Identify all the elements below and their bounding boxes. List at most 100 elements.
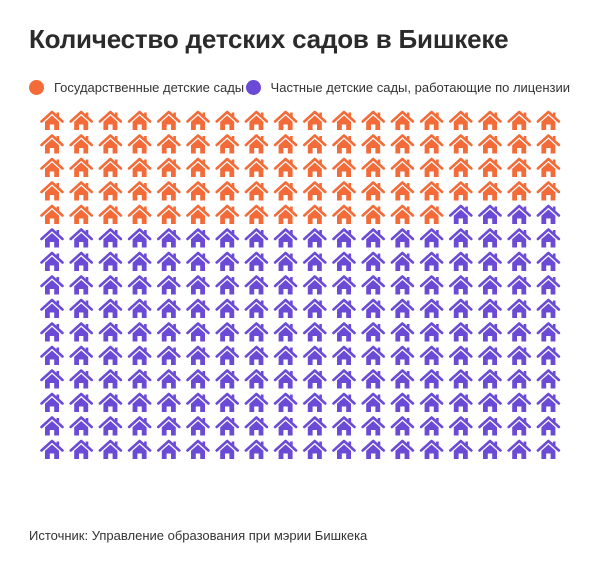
house-icon-private — [98, 439, 123, 459]
house-icon-private — [69, 416, 93, 436]
house-icon-private — [98, 251, 123, 271]
house-icon-private — [244, 228, 269, 248]
house-icon-private — [40, 369, 64, 389]
house-icon-private — [98, 228, 123, 248]
house-icon-private — [302, 392, 327, 412]
house-icon-private — [478, 228, 502, 248]
house-icon-private — [127, 251, 152, 271]
house-icon-state — [244, 134, 269, 154]
house-icon-private — [157, 416, 181, 436]
house-icon-private — [390, 392, 415, 412]
house-icon-private — [507, 322, 532, 342]
house-icon-private — [507, 416, 532, 436]
house-icon-state — [273, 110, 298, 130]
house-icon-private — [157, 392, 181, 412]
house-icon-private — [332, 416, 356, 436]
house-icon-private — [157, 251, 181, 271]
house-icon-state — [302, 181, 327, 201]
house-icon-private — [215, 392, 239, 412]
house-icon-state — [332, 134, 356, 154]
house-icon-private — [448, 298, 473, 318]
house-icon-private — [69, 228, 93, 248]
house-icon-private — [157, 322, 181, 342]
house-icon-state — [186, 157, 210, 177]
house-icon-state — [215, 110, 239, 130]
house-icon-private — [69, 322, 93, 342]
house-icon-private — [273, 439, 298, 459]
house-icon-private — [157, 369, 181, 389]
house-icon-state — [448, 134, 473, 154]
house-icon-private — [127, 322, 152, 342]
house-icon-state — [390, 204, 415, 224]
house-icon-private — [332, 369, 356, 389]
source-note: Источник: Управление образования при мэр… — [29, 528, 368, 543]
house-icon-private — [127, 275, 152, 295]
house-icon-private — [273, 345, 298, 365]
house-icon-state — [302, 204, 327, 224]
house-icon-state — [186, 134, 210, 154]
house-icon-private — [390, 228, 415, 248]
house-icon-private — [361, 251, 386, 271]
house-icon-state — [536, 134, 561, 154]
house-icon-private — [98, 392, 123, 412]
house-icon-state — [98, 134, 123, 154]
house-icon-private — [40, 275, 64, 295]
house-icon-private — [157, 228, 181, 248]
house-icon-private — [361, 416, 386, 436]
house-icon-private — [361, 275, 386, 295]
house-icon-state — [215, 181, 239, 201]
house-icon-private — [98, 369, 123, 389]
house-icon-state — [536, 110, 561, 130]
house-icon-private — [302, 251, 327, 271]
house-icon-state — [448, 181, 473, 201]
house-icon-state — [98, 204, 123, 224]
house-icon-state — [273, 204, 298, 224]
house-icon-state — [186, 110, 210, 130]
house-icon-state — [98, 181, 123, 201]
house-icon-state — [244, 110, 269, 130]
house-icon-state — [215, 134, 239, 154]
house-icon-private — [361, 392, 386, 412]
house-icon-private — [507, 204, 532, 224]
house-icon-private — [69, 345, 93, 365]
house-icon-state — [157, 181, 181, 201]
house-icon-state — [361, 134, 386, 154]
house-icon-private — [186, 251, 210, 271]
house-icon-private — [507, 392, 532, 412]
house-icon-private — [273, 322, 298, 342]
house-icon-state — [273, 181, 298, 201]
house-icon-state — [390, 181, 415, 201]
house-icon-private — [186, 322, 210, 342]
house-icon-private — [478, 322, 502, 342]
house-icon-private — [273, 275, 298, 295]
house-icon-private — [215, 345, 239, 365]
house-icon-state — [536, 181, 561, 201]
house-icon-private — [244, 275, 269, 295]
house-icon-private — [244, 322, 269, 342]
house-icon-state — [361, 110, 386, 130]
house-icon-private — [536, 298, 561, 318]
house-icon-private — [419, 251, 444, 271]
house-icon-private — [98, 322, 123, 342]
house-icon-private — [536, 345, 561, 365]
house-icon-state — [157, 157, 181, 177]
house-icon-state — [244, 204, 269, 224]
house-icon-private — [361, 228, 386, 248]
house-icon-state — [390, 134, 415, 154]
house-icon-private — [157, 298, 181, 318]
house-icon-private — [98, 345, 123, 365]
house-icon-private — [69, 439, 93, 459]
house-icon-private — [448, 204, 473, 224]
house-icon-private — [419, 298, 444, 318]
house-icon-private — [186, 439, 210, 459]
house-icon-private — [215, 322, 239, 342]
house-icon-state — [69, 181, 93, 201]
house-icon-private — [536, 204, 561, 224]
house-icon-private — [478, 416, 502, 436]
house-icon-private — [302, 298, 327, 318]
house-icon-private — [273, 228, 298, 248]
house-icon-private — [186, 345, 210, 365]
house-icon-private — [302, 439, 327, 459]
house-icon-private — [186, 228, 210, 248]
house-icon-state — [215, 204, 239, 224]
